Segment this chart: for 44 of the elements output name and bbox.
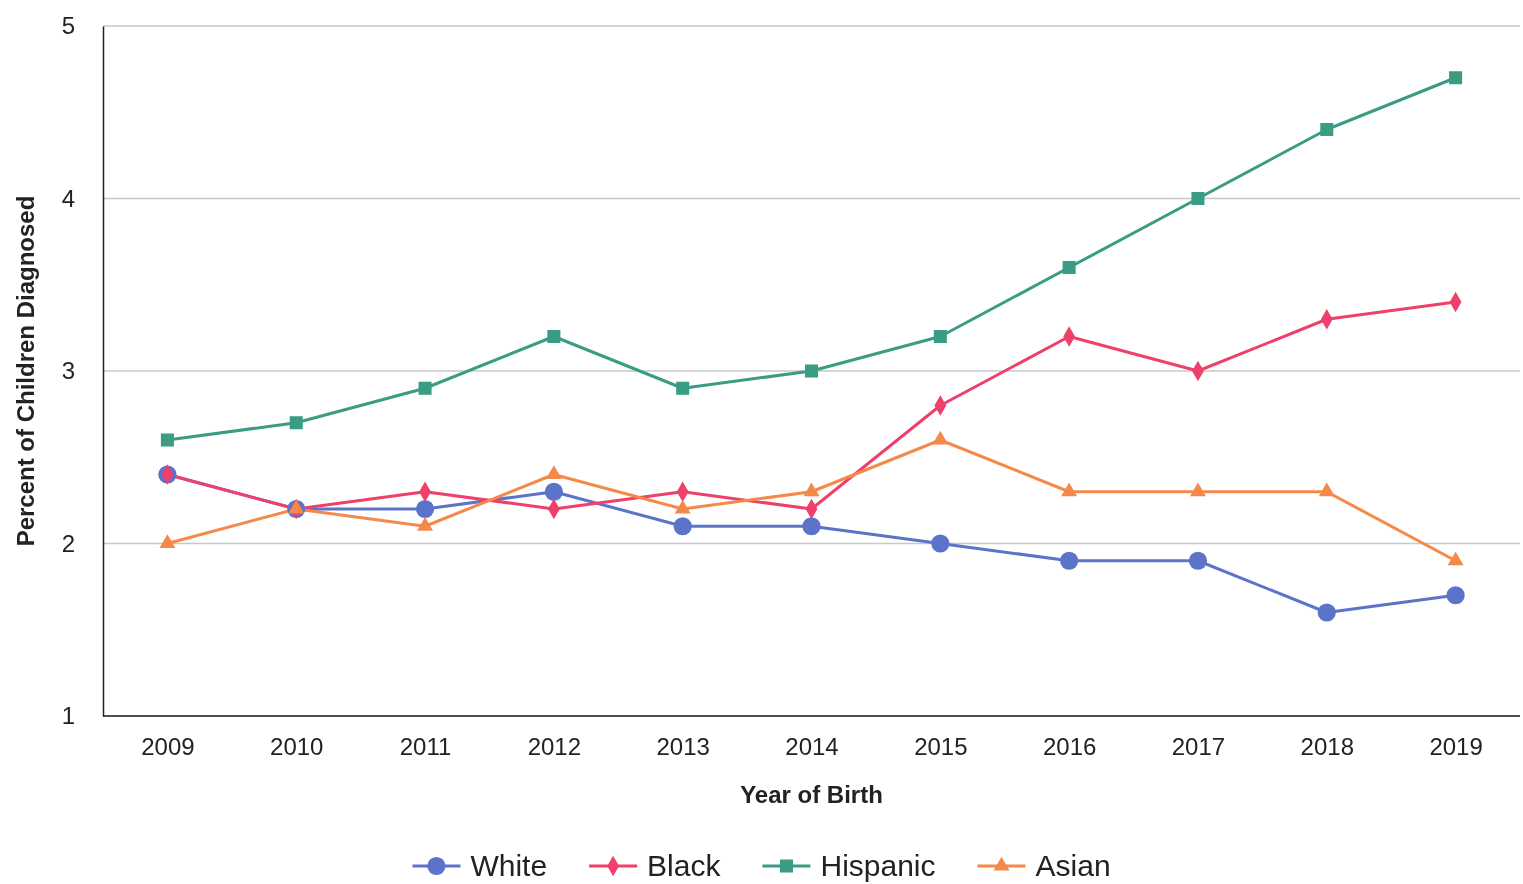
legend-label: Hispanic xyxy=(820,849,936,882)
point xyxy=(802,517,821,536)
point xyxy=(1191,191,1205,206)
x-tick-label: 2019 xyxy=(1429,733,1483,761)
point xyxy=(545,465,562,480)
point xyxy=(1062,260,1076,275)
point xyxy=(415,499,435,519)
point xyxy=(547,329,561,344)
y-tick-label: 2 xyxy=(61,529,75,557)
point xyxy=(1320,122,1334,137)
point xyxy=(1317,603,1336,622)
x-tick-label: 2009 xyxy=(141,733,195,761)
x-tick-label: 2015 xyxy=(914,733,968,761)
point xyxy=(1188,551,1208,570)
point xyxy=(1446,586,1465,605)
y-tick-label: 5 xyxy=(61,12,75,40)
legend-label: White xyxy=(470,849,548,882)
x-tick-label: 2011 xyxy=(399,733,452,761)
point xyxy=(676,381,690,395)
point xyxy=(1060,551,1079,570)
point xyxy=(673,517,692,536)
point xyxy=(418,381,432,395)
legend-label: Asian xyxy=(1035,849,1111,882)
point xyxy=(289,416,303,430)
y-tick-label: 1 xyxy=(61,702,75,730)
x-tick-label: 2012 xyxy=(527,733,582,761)
point xyxy=(544,482,563,501)
x-tick-label: 2010 xyxy=(270,733,324,761)
x-tick-label: 2013 xyxy=(656,733,710,761)
legend-label: Black xyxy=(647,849,722,882)
x-tick-label: 2016 xyxy=(1042,733,1097,761)
y-axis-title: Percent of Children Diagnosed xyxy=(12,195,39,547)
point xyxy=(933,329,947,344)
x-tick-label: 2017 xyxy=(1171,733,1226,761)
point xyxy=(160,433,174,447)
x-tick-label: 2014 xyxy=(785,733,839,761)
point xyxy=(804,364,819,378)
y-tick-label: 3 xyxy=(61,357,75,385)
point xyxy=(931,534,950,553)
y-tick-label: 4 xyxy=(61,184,75,212)
x-axis-title: Year of Birth xyxy=(740,781,883,808)
x-tick-label: 2018 xyxy=(1300,733,1354,761)
point xyxy=(159,534,176,549)
point xyxy=(1449,71,1463,85)
